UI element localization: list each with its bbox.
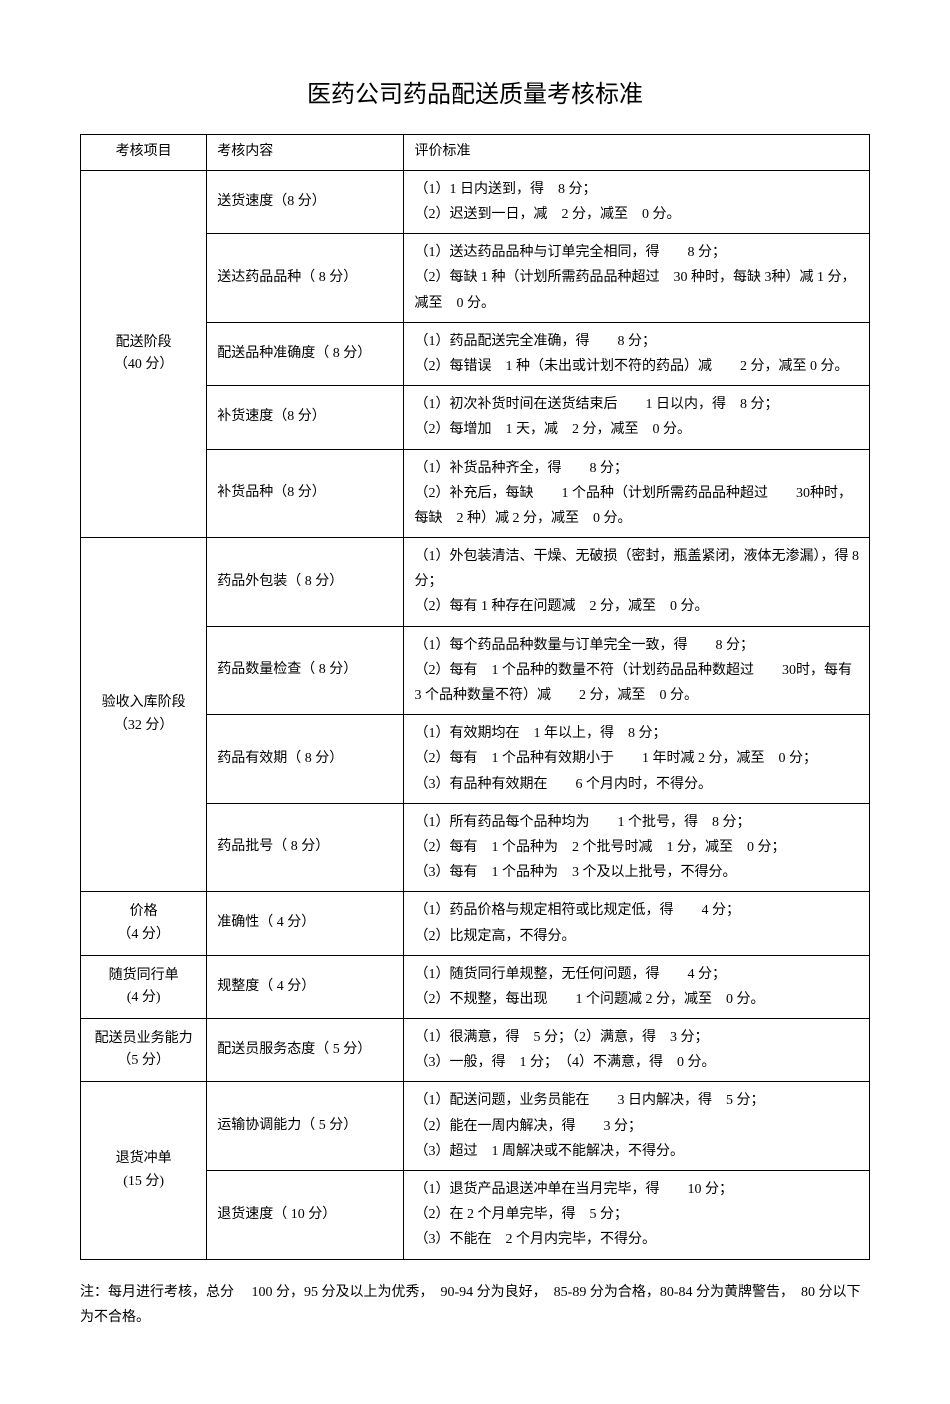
- table-row: 验收入库阶段 （32 分）药品外包装（ 8 分）（1）外包装清洁、干燥、无破损（…: [81, 538, 870, 627]
- content-cell: 运输协调能力（ 5 分）: [207, 1082, 404, 1171]
- header-criteria: 评价标准: [404, 135, 870, 170]
- content-cell: 药品有效期（ 8 分）: [207, 715, 404, 804]
- criteria-cell: （1）药品价格与规定相符或比规定低，得 4 分； （2）比规定高，不得分。: [404, 892, 870, 955]
- document-title: 医药公司药品配送质量考核标准: [80, 76, 870, 114]
- content-cell: 药品外包装（ 8 分）: [207, 538, 404, 627]
- criteria-cell: （1）很满意，得 5 分；（2）满意，得 3 分； （3）一般，得 1 分； （…: [404, 1019, 870, 1082]
- category-cell: 配送员业务能力 （5 分）: [81, 1019, 207, 1082]
- assessment-table: 考核项目 考核内容 评价标准 配送阶段 （40 分）送货速度（8 分）（1）1 …: [80, 134, 870, 1259]
- table-row: 价格 （4 分）准确性（ 4 分）（1）药品价格与规定相符或比规定低，得 4 分…: [81, 892, 870, 955]
- table-row: 退货冲单 (15 分)运输协调能力（ 5 分）（1）配送问题，业务员能在 3 日…: [81, 1082, 870, 1171]
- criteria-cell: （1）药品配送完全准确，得 8 分； （2）每错误 1 种（未出或计划不符的药品…: [404, 322, 870, 385]
- content-cell: 准确性（ 4 分）: [207, 892, 404, 955]
- category-cell: 随货同行单 (4 分): [81, 955, 207, 1018]
- content-cell: 配送品种准确度（ 8 分）: [207, 322, 404, 385]
- content-cell: 退货速度（ 10 分）: [207, 1171, 404, 1260]
- content-cell: 配送员服务态度（ 5 分）: [207, 1019, 404, 1082]
- content-cell: 规整度（ 4 分）: [207, 955, 404, 1018]
- header-content: 考核内容: [207, 135, 404, 170]
- content-cell: 补货品种（8 分）: [207, 449, 404, 538]
- table-row: 配送员业务能力 （5 分）配送员服务态度（ 5 分）（1）很满意，得 5 分；（…: [81, 1019, 870, 1082]
- criteria-cell: （1）退货产品退送冲单在当月完毕，得 10 分； （2）在 2 个月单完毕，得 …: [404, 1171, 870, 1260]
- criteria-cell: （1）初次补货时间在送货结束后 1 日以内，得 8 分； （2）每增加 1 天，…: [404, 386, 870, 449]
- criteria-cell: （1）1 日内送到，得 8 分； （2）迟送到一日，减 2 分，减至 0 分。: [404, 170, 870, 233]
- category-cell: 验收入库阶段 （32 分）: [81, 538, 207, 892]
- content-cell: 药品数量检查（ 8 分）: [207, 626, 404, 715]
- criteria-cell: （1）补货品种齐全，得 8 分； （2）补充后，每缺 1 个品种（计划所需药品品…: [404, 449, 870, 538]
- criteria-cell: （1）外包装清洁、干燥、无破损（密封，瓶盖紧闭，液体无渗漏），得 8 分； （2…: [404, 538, 870, 627]
- content-cell: 送货速度（8 分）: [207, 170, 404, 233]
- content-cell: 送达药品品种（ 8 分）: [207, 234, 404, 323]
- criteria-cell: （1）送达药品品种与订单完全相同，得 8 分； （2）每缺 1 种（计划所需药品…: [404, 234, 870, 323]
- header-category: 考核项目: [81, 135, 207, 170]
- criteria-cell: （1）每个药品品种数量与订单完全一致，得 8 分； （2）每有 1 个品种的数量…: [404, 626, 870, 715]
- criteria-cell: （1）有效期均在 1 年以上，得 8 分； （2）每有 1 个品种有效期小于 1…: [404, 715, 870, 804]
- criteria-cell: （1）配送问题，业务员能在 3 日内解决，得 5 分； （2）能在一周内解决，得…: [404, 1082, 870, 1171]
- content-cell: 药品批号（ 8 分）: [207, 803, 404, 892]
- table-row: 配送阶段 （40 分）送货速度（8 分）（1）1 日内送到，得 8 分； （2）…: [81, 170, 870, 233]
- content-cell: 补货速度（8 分）: [207, 386, 404, 449]
- category-cell: 价格 （4 分）: [81, 892, 207, 955]
- header-row: 考核项目 考核内容 评价标准: [81, 135, 870, 170]
- table-row: 随货同行单 (4 分)规整度（ 4 分）（1）随货同行单规整，无任何问题，得 4…: [81, 955, 870, 1018]
- criteria-cell: （1）所有药品每个品种均为 1 个批号，得 8 分； （2）每有 1 个品种为 …: [404, 803, 870, 892]
- footnote: 注：每月进行考核，总分 100 分，95 分及以上为优秀， 90-94 分为良好…: [80, 1280, 870, 1330]
- category-cell: 退货冲单 (15 分): [81, 1082, 207, 1259]
- criteria-cell: （1）随货同行单规整，无任何问题，得 4 分； （2）不规整，每出现 1 个问题…: [404, 955, 870, 1018]
- category-cell: 配送阶段 （40 分）: [81, 170, 207, 537]
